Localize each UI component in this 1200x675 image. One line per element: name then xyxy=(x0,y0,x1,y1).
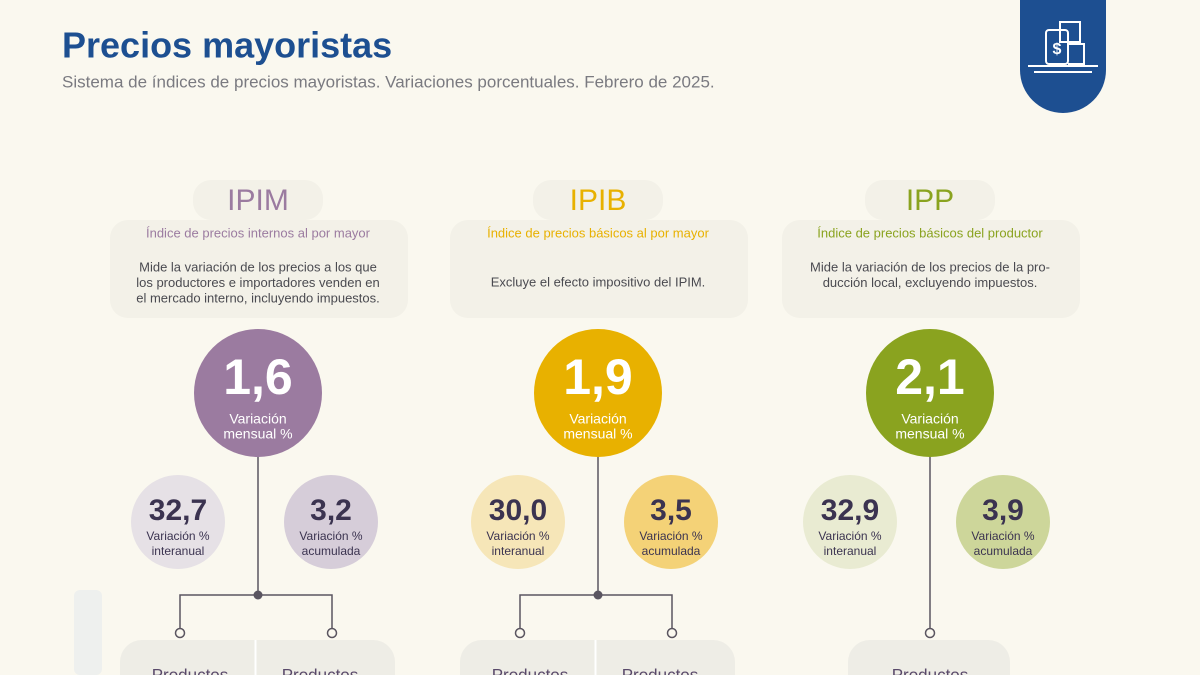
accumulated-circle xyxy=(624,475,718,569)
breakdown-box xyxy=(848,640,1010,675)
description: el mercado interno, incluyendo impuestos… xyxy=(136,290,380,305)
node-dot xyxy=(666,627,678,639)
accumulated-label: Variación % xyxy=(639,529,702,543)
accumulated-label: acumulada xyxy=(302,544,361,558)
breakdown-label: Productos xyxy=(622,665,699,675)
index-full-name: Índice de precios básicos al por mayor xyxy=(487,225,710,240)
monthly-circle xyxy=(866,329,994,457)
index-name: IPIB xyxy=(570,184,627,217)
description-card xyxy=(450,220,748,318)
node-dot xyxy=(593,590,603,600)
breakdown-label: Productos xyxy=(282,665,359,675)
monthly-circle xyxy=(194,329,322,457)
annual-label: interanual xyxy=(492,544,545,558)
node-dot xyxy=(924,627,936,639)
index-name: IPP xyxy=(906,184,954,217)
accumulated-label: acumulada xyxy=(974,544,1033,558)
breakdown-label: Productos xyxy=(152,665,229,675)
breakdown-box xyxy=(460,640,735,675)
index-full-name: Índice de precios internos al por mayor xyxy=(146,225,371,240)
annual-circle xyxy=(803,475,897,569)
monthly-label: mensual % xyxy=(563,426,632,442)
accumulated-label: Variación % xyxy=(299,529,362,543)
accumulated-value: 3,9 xyxy=(982,494,1024,527)
name-pill xyxy=(193,180,323,220)
accumulated-value: 3,2 xyxy=(310,494,352,527)
annual-value: 32,9 xyxy=(821,494,879,527)
svg-text:$: $ xyxy=(1053,41,1062,58)
annual-label: interanual xyxy=(152,544,205,558)
annual-label: Variación % xyxy=(818,529,881,543)
accumulated-circle xyxy=(284,475,378,569)
monthly-label: Variación xyxy=(901,411,958,427)
title: Precios mayoristas xyxy=(62,25,392,66)
accumulated-label: Variación % xyxy=(971,529,1034,543)
monthly-label: mensual % xyxy=(895,426,964,442)
breakdown-box xyxy=(120,640,395,675)
node-dot xyxy=(326,627,338,639)
accumulated-circle xyxy=(956,475,1050,569)
breakdown-label: Productos xyxy=(892,665,969,675)
monthly-label: Variación xyxy=(569,411,626,427)
index-column: IPP Índice de precios básicos del product… xyxy=(782,180,1080,675)
annual-circle xyxy=(471,475,565,569)
description: los productores e importadores venden en xyxy=(136,275,380,290)
annual-label: Variación % xyxy=(486,529,549,543)
description-card xyxy=(110,220,408,318)
annual-circle xyxy=(131,475,225,569)
index-name: IPIM xyxy=(227,184,289,217)
description: Mide la variación de los precios a los q… xyxy=(139,259,377,274)
monthly-value: 1,6 xyxy=(223,349,293,405)
description-card xyxy=(782,220,1080,318)
node-dot xyxy=(514,627,526,639)
node-dot xyxy=(174,627,186,639)
description: ducción local, excluyendo impuestos. xyxy=(823,275,1038,290)
annual-label: interanual xyxy=(824,544,877,558)
index-column: IPIB Índice de precios básicos al por may… xyxy=(450,180,748,675)
decoration xyxy=(74,590,102,675)
monthly-value: 1,9 xyxy=(563,349,633,405)
monthly-circle xyxy=(534,329,662,457)
subtitle: Sistema de índices de precios mayoristas… xyxy=(62,72,715,91)
monthly-label: Variación xyxy=(229,411,286,427)
monthly-label: mensual % xyxy=(223,426,292,442)
node-dot xyxy=(253,590,263,600)
annual-value: 32,7 xyxy=(149,494,207,527)
annual-label: Variación % xyxy=(146,529,209,543)
index-full-name: Índice de precios básicos del productor xyxy=(817,225,1043,240)
index-column: IPIM Índice de precios internos al por ma… xyxy=(110,180,408,675)
description: Excluye el efecto impositivo del IPIM. xyxy=(491,274,706,289)
accumulated-value: 3,5 xyxy=(650,494,692,527)
name-pill xyxy=(533,180,663,220)
annual-value: 30,0 xyxy=(489,494,547,527)
name-pill xyxy=(865,180,995,220)
logo: $ xyxy=(1020,0,1106,113)
breakdown-label: Productos xyxy=(492,665,569,675)
description: Mide la variación de los precios de la p… xyxy=(810,259,1050,274)
monthly-value: 2,1 xyxy=(895,349,965,405)
accumulated-label: acumulada xyxy=(642,544,701,558)
